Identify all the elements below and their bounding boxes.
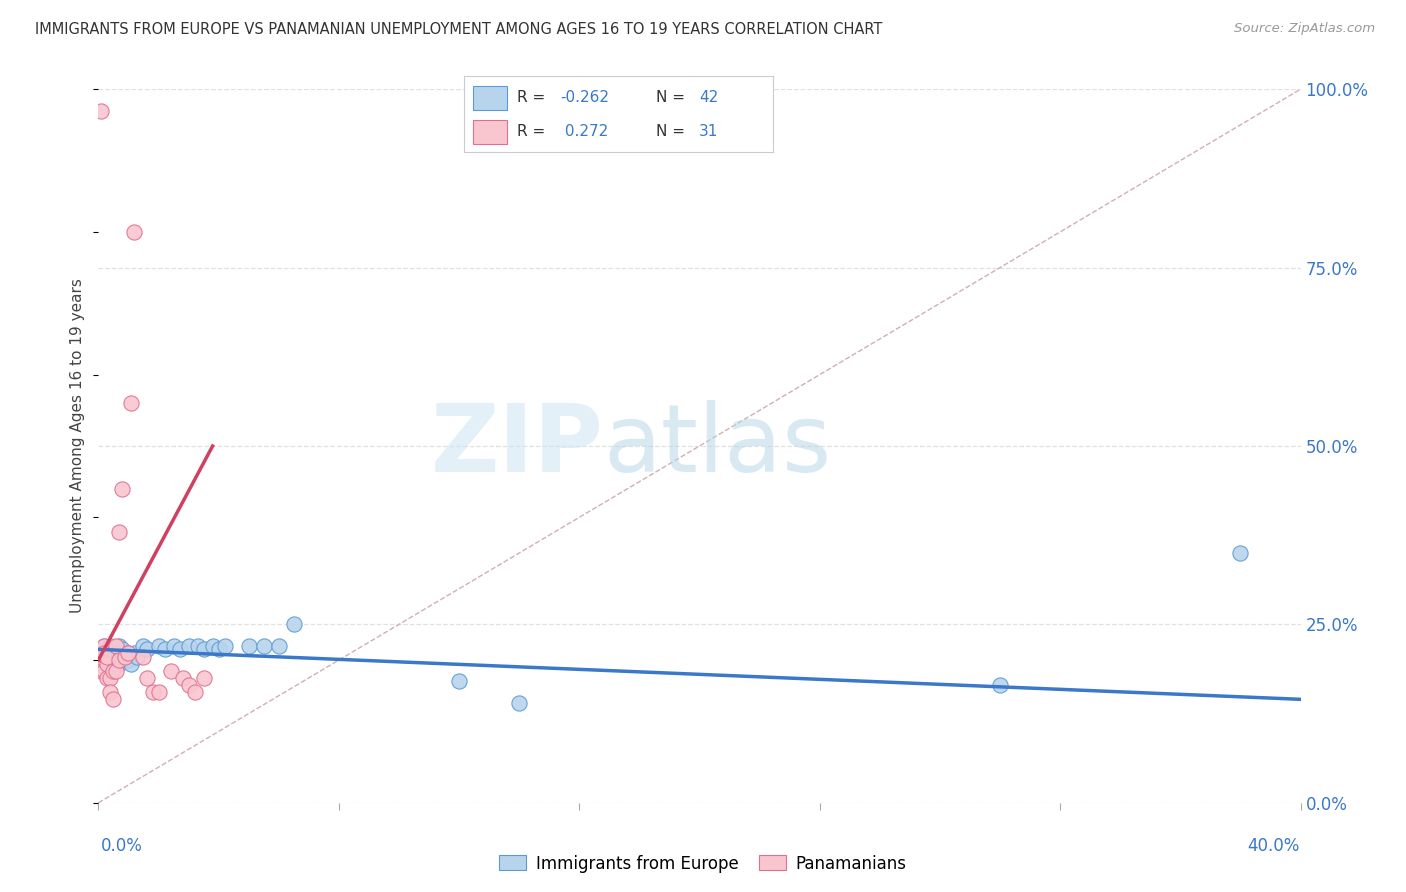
Point <box>153 642 176 657</box>
Point <box>96 649 118 664</box>
Point <box>159 664 181 678</box>
Point <box>111 482 134 496</box>
Point <box>96 653 118 667</box>
Text: R =: R = <box>516 90 550 105</box>
Point <box>103 660 125 674</box>
Point <box>117 646 139 660</box>
Point <box>124 646 146 660</box>
Point <box>96 657 118 671</box>
Point <box>187 639 209 653</box>
Text: N =: N = <box>655 124 689 139</box>
Point <box>132 649 155 664</box>
Point <box>238 639 260 653</box>
Point <box>105 646 128 660</box>
Point <box>114 649 136 664</box>
Point <box>103 646 125 660</box>
Point <box>127 649 149 664</box>
Point <box>447 674 470 689</box>
Text: ZIP: ZIP <box>430 400 603 492</box>
Text: 42: 42 <box>699 90 718 105</box>
Point <box>283 617 305 632</box>
Point <box>183 685 205 699</box>
Point <box>100 653 122 667</box>
Text: 0.0%: 0.0% <box>101 837 143 855</box>
Point <box>141 685 163 699</box>
Point <box>193 671 215 685</box>
Point <box>121 657 143 671</box>
Point <box>111 653 134 667</box>
Point <box>100 639 122 653</box>
Point <box>169 642 191 657</box>
Point <box>103 664 125 678</box>
Point <box>253 639 276 653</box>
Point <box>201 639 224 653</box>
Text: Source: ZipAtlas.com: Source: ZipAtlas.com <box>1234 22 1375 36</box>
Point <box>96 671 118 685</box>
Point <box>988 678 1011 692</box>
Point <box>105 664 128 678</box>
Point <box>96 667 118 681</box>
Point <box>267 639 290 653</box>
Point <box>111 642 134 657</box>
Point <box>103 692 125 706</box>
Text: 0.272: 0.272 <box>560 124 609 139</box>
Point <box>208 642 231 657</box>
Point <box>177 678 200 692</box>
FancyBboxPatch shape <box>474 86 508 110</box>
Text: R =: R = <box>516 124 550 139</box>
Point <box>90 653 112 667</box>
Point <box>100 685 122 699</box>
Text: atlas: atlas <box>603 400 831 492</box>
Point <box>90 664 112 678</box>
Y-axis label: Unemployment Among Ages 16 to 19 years: Unemployment Among Ages 16 to 19 years <box>70 278 86 614</box>
Point <box>132 639 155 653</box>
Point <box>93 664 115 678</box>
Point <box>108 657 131 671</box>
Point <box>96 646 118 660</box>
Text: 31: 31 <box>699 124 718 139</box>
Point <box>124 225 146 239</box>
Legend: Immigrants from Europe, Panamanians: Immigrants from Europe, Panamanians <box>492 848 914 880</box>
Point <box>93 646 115 660</box>
Text: IMMIGRANTS FROM EUROPE VS PANAMANIAN UNEMPLOYMENT AMONG AGES 16 TO 19 YEARS CORR: IMMIGRANTS FROM EUROPE VS PANAMANIAN UNE… <box>35 22 883 37</box>
Point <box>121 396 143 410</box>
Point <box>100 671 122 685</box>
Point <box>108 653 131 667</box>
Point <box>105 649 128 664</box>
Point <box>117 653 139 667</box>
Point <box>148 639 170 653</box>
Text: 40.0%: 40.0% <box>1247 837 1299 855</box>
Point <box>114 649 136 664</box>
Point <box>117 646 139 660</box>
Point <box>93 660 115 674</box>
FancyBboxPatch shape <box>474 120 508 144</box>
Text: N =: N = <box>655 90 689 105</box>
Point <box>105 639 128 653</box>
Point <box>162 639 184 653</box>
Point <box>93 639 115 653</box>
Point <box>108 639 131 653</box>
Point <box>177 639 200 653</box>
Point <box>214 639 236 653</box>
Point <box>148 685 170 699</box>
Point <box>1229 546 1251 560</box>
Point <box>108 524 131 539</box>
Point <box>508 696 530 710</box>
Point <box>90 653 112 667</box>
Point <box>135 671 157 685</box>
Point <box>172 671 194 685</box>
Point <box>93 639 115 653</box>
Point <box>193 642 215 657</box>
Point <box>135 642 157 657</box>
Point <box>90 103 112 118</box>
Text: -0.262: -0.262 <box>560 90 609 105</box>
